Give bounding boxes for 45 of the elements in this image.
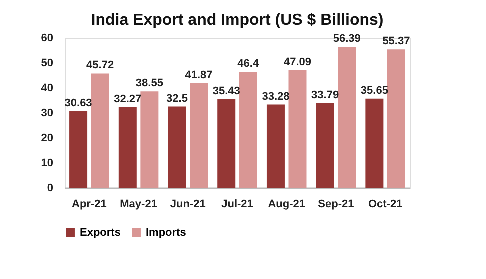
- bar: [140, 92, 159, 188]
- legend-label: Exports: [80, 226, 121, 239]
- bar: [190, 83, 208, 188]
- data-label: 33.28: [262, 90, 290, 103]
- x-tick-label: May-21: [120, 198, 158, 210]
- y-tick-label: 30: [41, 108, 54, 120]
- x-tick-label: Aug-21: [268, 198, 306, 210]
- data-label: 33.79: [312, 90, 340, 102]
- x-tick-label: Apr-21: [72, 198, 107, 210]
- bar: [91, 74, 110, 188]
- chart-title: India Export and Import (US $ Billions): [91, 12, 384, 29]
- bar: [316, 104, 334, 188]
- data-label: 35.43: [212, 85, 240, 98]
- x-tick-label: Jun-21: [170, 198, 206, 210]
- data-label: 47.09: [284, 56, 312, 68]
- bar: [168, 106, 186, 188]
- data-label: 46.4: [238, 58, 260, 70]
- bar: [239, 72, 258, 188]
- data-label: 38.55: [136, 78, 164, 90]
- data-label: 35.65: [360, 84, 388, 97]
- y-tick-label: 20: [41, 132, 54, 144]
- data-label: 55.37: [382, 36, 410, 48]
- bar: [366, 98, 384, 188]
- data-label: 41.87: [185, 69, 213, 82]
- data-label: 30.63: [64, 97, 92, 110]
- bar: [387, 50, 406, 188]
- bar: [288, 70, 307, 188]
- y-tick-label: 10: [41, 158, 54, 170]
- bar: [70, 111, 88, 188]
- x-tick-label: Oct-21: [368, 198, 403, 210]
- y-tick-label: 40: [41, 82, 54, 94]
- x-tick-label: Sep-21: [318, 198, 354, 210]
- bar: [338, 47, 356, 188]
- y-tick-label: 60: [41, 32, 54, 44]
- data-label: 32.5: [166, 92, 188, 105]
- bar: [218, 99, 236, 188]
- bar: [118, 107, 137, 188]
- y-tick-label: 50: [41, 58, 54, 70]
- data-label: 32.27: [114, 93, 142, 106]
- bar: [266, 104, 285, 188]
- x-tick-label: Jul-21: [222, 198, 254, 210]
- data-label: 56.39: [333, 33, 361, 46]
- y-tick-label: 0: [47, 182, 54, 194]
- legend-label: Imports: [146, 226, 186, 239]
- data-label: 45.72: [86, 60, 114, 72]
